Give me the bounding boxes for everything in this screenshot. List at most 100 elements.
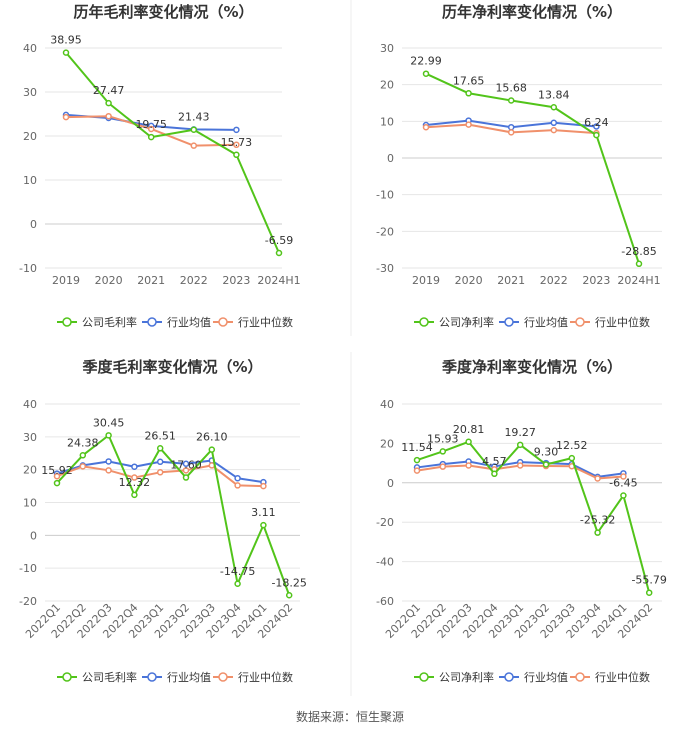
chart-title: 季度毛利率变化情况（%）	[82, 358, 262, 376]
data-point-company	[635, 260, 643, 268]
y-tick-label: -60	[376, 595, 394, 608]
data-point-industry_avg	[550, 119, 558, 127]
data-point-company	[620, 492, 627, 499]
data-label: 6.24	[584, 116, 609, 129]
data-point-industry_median	[79, 463, 87, 470]
legend-item-company: 公司毛利率	[57, 670, 137, 684]
data-label: 20.81	[453, 423, 485, 436]
data-point-company	[182, 474, 190, 481]
data-label: 13.84	[538, 88, 570, 101]
data-label: 12.32	[119, 476, 151, 489]
data-point-industry_avg	[182, 460, 190, 468]
data-point-company	[568, 454, 576, 462]
series-line-company	[416, 440, 651, 593]
legend-label: 行业均值	[167, 671, 211, 684]
data-point-industry_median	[234, 482, 241, 489]
data-label: 4.57	[482, 455, 507, 468]
data-label: -28.85	[621, 245, 656, 258]
x-tick-label: 2021	[137, 274, 165, 287]
chart-panel-2: 历年净利率变化情况（%） -30 -20 -10 0 10 20 30 2019 2020 2021…	[376, 3, 662, 329]
y-tick-label: 40	[23, 398, 37, 411]
data-label: 21.43	[178, 111, 210, 124]
data-label: -55.79	[631, 574, 666, 587]
chart-title: 历年净利率变化情况（%）	[442, 3, 622, 21]
data-point-industry_median	[190, 142, 198, 149]
data-point-company	[233, 151, 240, 159]
data-point-industry_avg	[507, 123, 515, 131]
series-line-company	[425, 72, 640, 265]
chart-panel-1: 历年毛利率变化情况（%） -10 0 10 20 30 40 2019 2020 2021 2022…	[19, 3, 301, 329]
data-label: 26.10	[196, 431, 228, 444]
data-label: 30.45	[93, 416, 125, 429]
data-label: 19.27	[504, 426, 536, 439]
data-point-industry_median	[131, 474, 138, 481]
x-tick-label: 2020	[455, 274, 483, 287]
x-tick-label: 2022	[180, 274, 208, 287]
y-tick-label: 0	[30, 218, 37, 231]
y-tick-label: 10	[380, 115, 394, 128]
legend-item-industry_avg: 行业均值	[142, 671, 211, 684]
x-tick-label: 2023	[582, 274, 610, 287]
data-point-industry_median	[465, 121, 472, 128]
legend-swatch-marker	[419, 672, 429, 682]
x-tick-label: 2022	[540, 274, 568, 287]
data-label: 15.68	[495, 82, 527, 95]
data-point-company	[190, 126, 198, 133]
data-label: -25.32	[580, 514, 615, 527]
legend-label: 行业均值	[524, 316, 568, 329]
data-label: 17.60	[170, 459, 202, 472]
y-tick-label: 0	[387, 152, 394, 165]
data-label: -6.45	[609, 477, 637, 490]
data-point-company	[439, 448, 447, 455]
legend-swatch-marker	[147, 317, 157, 327]
legend-label: 行业中位数	[595, 315, 650, 329]
data-point-company	[465, 90, 472, 97]
data-point-industry_median	[620, 473, 627, 480]
data-label: 15.73	[221, 136, 253, 149]
data-point-industry_median	[53, 472, 61, 480]
legend-swatch-marker	[419, 317, 429, 327]
y-tick-label: 20	[23, 464, 37, 477]
legend-item-industry_median: 行业中位数	[570, 670, 650, 684]
data-point-industry_median	[422, 123, 430, 131]
data-label: 27.47	[93, 84, 125, 97]
legend-item-industry_avg: 行业均值	[499, 316, 568, 329]
data-point-industry_median	[594, 475, 601, 482]
data-label: 3.11	[251, 506, 276, 519]
chart-panel-4: 季度净利率变化情况（%）-60-40-20020402022Q12022Q220…	[376, 358, 667, 684]
data-label: 24.38	[67, 436, 99, 449]
chart-panel-3: 季度毛利率变化情况（%）-20-100102030402022Q12022Q22…	[19, 358, 307, 684]
data-point-industry_avg	[156, 458, 164, 466]
y-tick-label: -20	[376, 225, 394, 238]
y-tick-label: 0	[387, 477, 394, 490]
data-point-industry_median	[507, 129, 515, 136]
data-point-company	[208, 446, 216, 453]
y-tick-label: -10	[19, 562, 37, 575]
legend-label: 公司毛利率	[82, 315, 137, 329]
legend-item-company: 公司净利率	[414, 315, 494, 329]
data-point-company	[413, 456, 421, 464]
data-point-industry_median	[156, 469, 164, 476]
data-point-company	[542, 461, 550, 468]
data-label: 12.52	[556, 439, 588, 452]
legend-label: 公司净利率	[439, 315, 494, 329]
data-point-industry_median	[413, 467, 421, 474]
legend-label: 公司净利率	[439, 670, 494, 684]
data-point-company	[53, 479, 61, 487]
data-point-company	[285, 592, 293, 599]
data-label: 19.75	[135, 118, 167, 131]
data-point-industry_median	[182, 467, 190, 474]
y-tick-label: -10	[376, 189, 394, 202]
legend-label: 行业中位数	[595, 670, 650, 684]
legend-item-industry_median: 行业中位数	[213, 670, 293, 684]
data-point-industry_median	[439, 463, 447, 470]
data-point-company	[491, 470, 498, 478]
data-point-industry_avg	[234, 474, 241, 482]
data-point-industry_median	[260, 482, 267, 490]
y-tick-label: 30	[380, 42, 394, 55]
x-tick-label: 2023	[222, 274, 250, 287]
legend-item-industry_avg: 行业均值	[142, 316, 211, 329]
data-label: 9.30	[534, 445, 559, 458]
data-label: 38.95	[50, 34, 82, 47]
legend-swatch-marker	[62, 317, 72, 327]
